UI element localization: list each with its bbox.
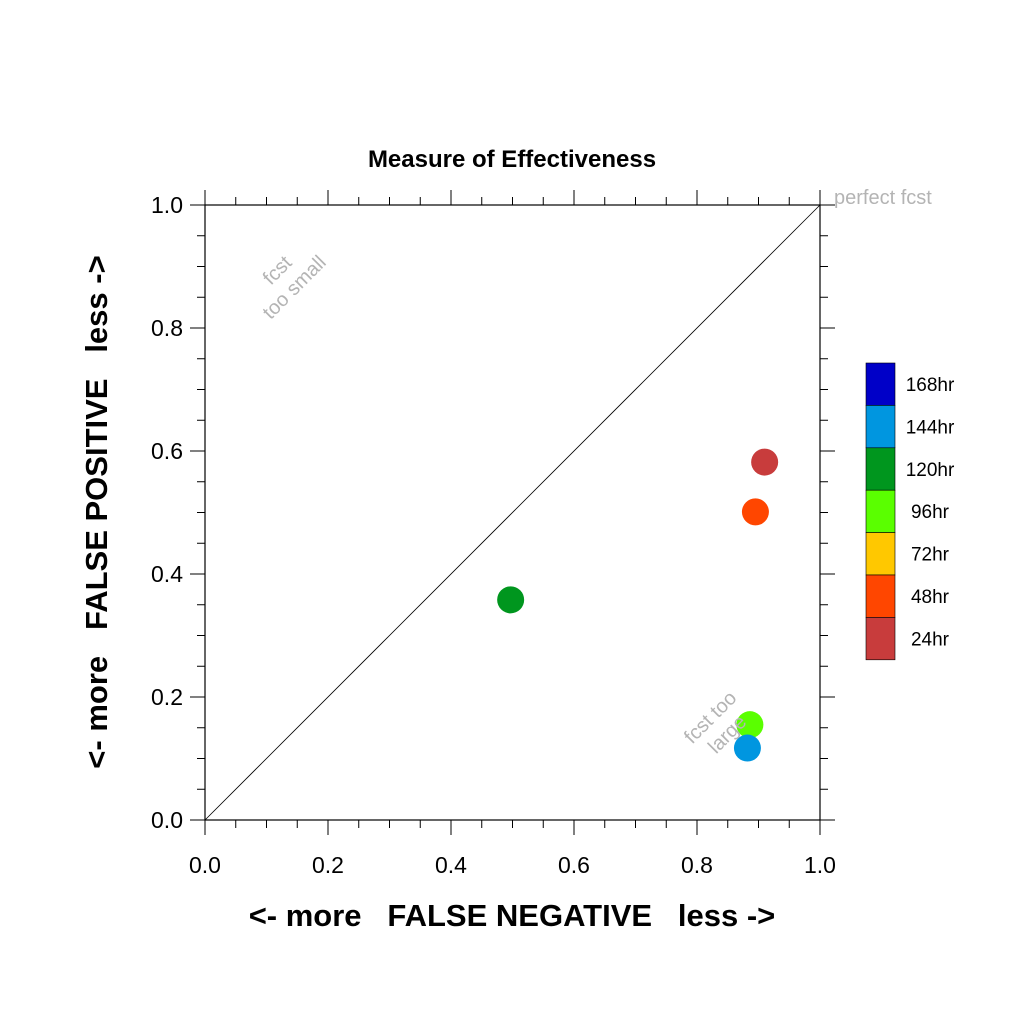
too-small-annotation: fcst too small <box>259 252 331 324</box>
legend-label-120hr: 120hr <box>906 460 955 481</box>
legend-swatch-24hr <box>865 617 896 661</box>
chart-title: Measure of Effectiveness <box>368 146 656 173</box>
y-tick-label: 0.6 <box>151 438 183 464</box>
plot-frame <box>204 204 821 821</box>
y-tick-labels: 0.0 0.2 0.4 0.6 0.8 1.0 <box>151 192 183 833</box>
y-axis-title: <- more FALSE POSITIVE less -> <box>79 255 114 768</box>
axis-ticks <box>190 190 835 835</box>
legend-label-144hr: 144hr <box>906 417 955 438</box>
x-tick-label: 1.0 <box>804 852 836 878</box>
legend-swatch-168hr <box>865 362 896 406</box>
x-tick-label: 0.4 <box>435 852 467 878</box>
legend-label-48hr: 48hr <box>911 587 950 608</box>
x-tick-label: 0.0 <box>189 852 221 878</box>
y-tick-label: 0.8 <box>151 315 183 341</box>
legend-swatch-120hr <box>865 447 896 491</box>
legend-swatch-144hr <box>865 405 896 449</box>
perfect-forecast-annotation: perfect fcst <box>834 187 932 209</box>
legend-label-72hr: 72hr <box>911 545 950 566</box>
legend-label-96hr: 96hr <box>911 502 950 523</box>
data-point-24hr <box>751 448 779 476</box>
legend: 168hr 144hr 120hr 96hr 72hr 48hr 24hr <box>865 362 955 661</box>
data-point-48hr <box>741 498 769 526</box>
legend-label-24hr: 24hr <box>911 629 950 650</box>
x-tick-label: 0.8 <box>681 852 713 878</box>
legend-swatch-72hr <box>865 532 896 576</box>
data-points <box>497 448 779 762</box>
y-tick-label: 0.4 <box>151 561 183 587</box>
x-tick-label: 0.2 <box>312 852 344 878</box>
data-point-120hr <box>497 586 525 614</box>
data-point-144hr <box>733 734 761 762</box>
data-point-96hr <box>736 711 764 739</box>
x-axis-title: <- more FALSE NEGATIVE less -> <box>249 898 776 933</box>
legend-swatch-96hr <box>865 489 896 533</box>
x-tick-label: 0.6 <box>558 852 590 878</box>
x-tick-labels: 0.0 0.2 0.4 0.6 0.8 1.0 <box>189 852 836 878</box>
legend-label-168hr: 168hr <box>906 375 955 396</box>
y-tick-label: 0.2 <box>151 684 183 710</box>
perfect-forecast-diagonal <box>204 204 821 821</box>
y-tick-label: 0.0 <box>151 807 183 833</box>
y-tick-label: 1.0 <box>151 192 183 218</box>
legend-swatch-48hr <box>865 574 896 618</box>
